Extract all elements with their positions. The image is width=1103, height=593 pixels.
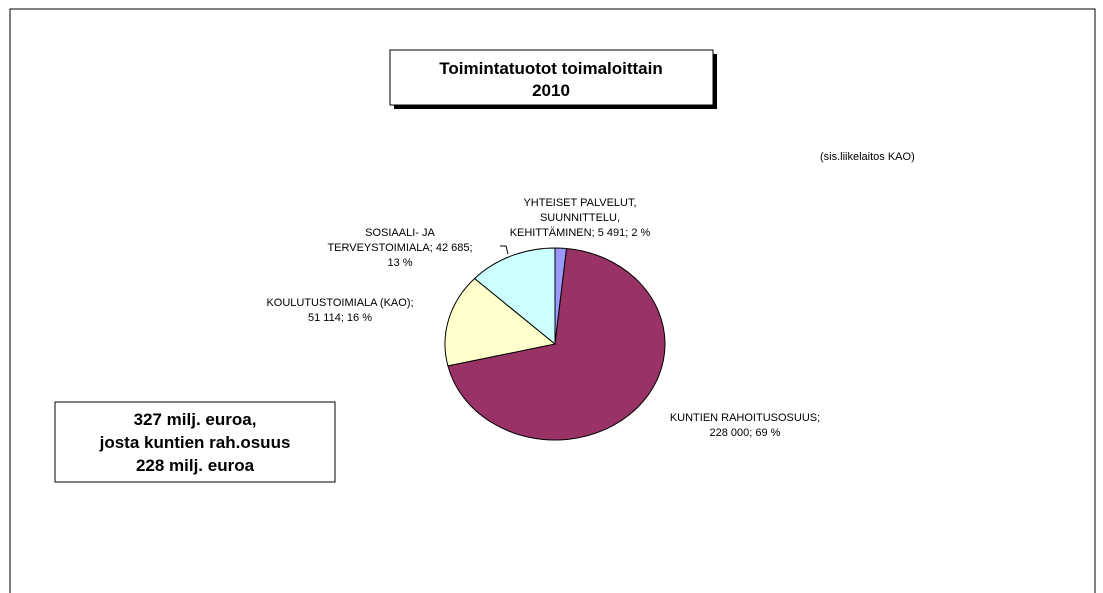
annotation-line: 228 milj. euroa xyxy=(136,456,255,475)
pie-slice xyxy=(444,277,557,367)
title-box xyxy=(389,49,714,106)
slice-label: KOULUTUSTOIMIALA (KAO); xyxy=(266,297,413,309)
slice-label: KEHITTÄMINEN; 5 491; 2 % xyxy=(510,227,651,239)
slice-label: SOSIAALI- JA xyxy=(365,227,435,239)
slice-label: 51 114; 16 % xyxy=(308,312,372,324)
subtitle: (sis.liikelaitos KAO) xyxy=(820,151,915,163)
pie-slice xyxy=(473,247,556,346)
annotation-line: josta kuntien rah.osuus xyxy=(99,433,291,452)
slice-label: 13 % xyxy=(387,257,412,269)
annotation-box xyxy=(54,401,336,483)
slice-label: KUNTIEN RAHOITUSOSUUS; xyxy=(670,412,820,424)
title-line: 2010 xyxy=(532,81,570,100)
slice-label: 228 000; 69 % xyxy=(710,427,781,439)
slice-label: YHTEISET PALVELUT, xyxy=(523,197,636,209)
pie-slice xyxy=(447,247,666,441)
annotation-line: 327 milj. euroa, xyxy=(134,410,257,429)
leader-line xyxy=(500,245,509,255)
slice-label: TERVEYSTOIMIALA; 42 685; xyxy=(327,242,472,254)
slice-label: SUUNNITTELU, xyxy=(540,212,620,224)
frame xyxy=(9,8,1096,593)
title-line: Toimintatuotot toimaloittain xyxy=(439,59,662,78)
